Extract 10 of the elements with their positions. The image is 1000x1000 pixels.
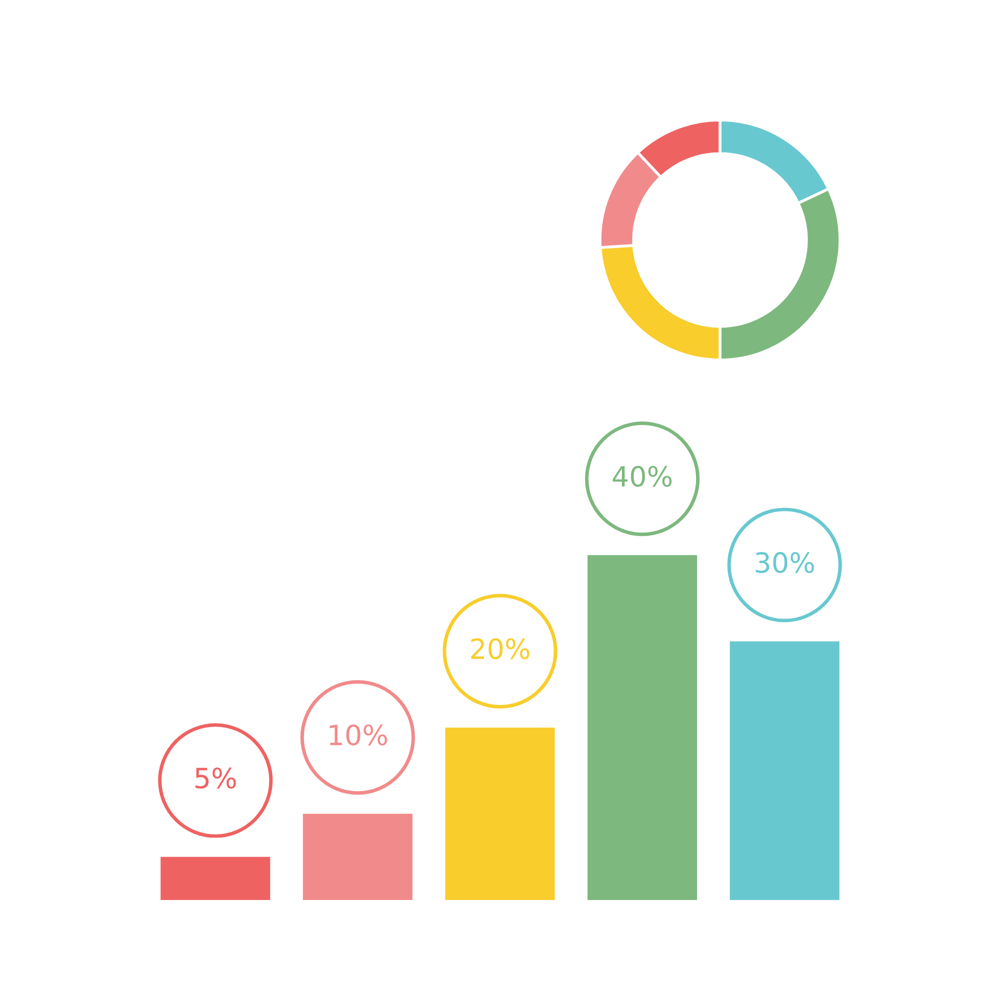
bar [160,856,270,900]
bar [302,814,412,900]
bar [445,728,555,900]
bar [730,641,840,900]
data-label: 40% [612,466,672,487]
bar [588,555,698,900]
data-label: 10% [330,724,388,746]
data-label: 5% [195,768,236,789]
data-label: 20% [471,638,530,660]
data-label: 30% [756,552,814,574]
